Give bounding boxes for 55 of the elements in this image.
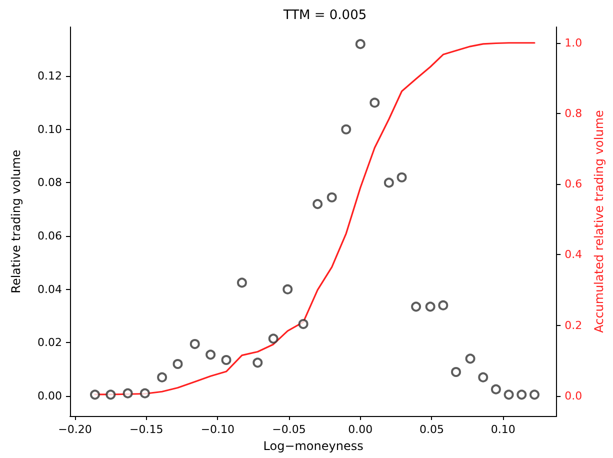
point: [384, 178, 394, 188]
point: [490, 384, 501, 394]
y2-tick-label: 0.8: [564, 106, 582, 120]
point: [236, 278, 247, 288]
x-tick-label: −0.20: [58, 423, 92, 436]
x-tick-label: −0.15: [129, 423, 164, 436]
point: [268, 334, 278, 344]
y2-tick-label: 1.0: [564, 36, 582, 50]
point: [206, 350, 216, 360]
x-axis-title: Log−moneyness: [263, 438, 364, 453]
point: [529, 390, 540, 400]
y-tick-label: 0.08: [38, 176, 62, 190]
point: [516, 390, 527, 400]
point: [396, 172, 407, 182]
point: [298, 319, 308, 330]
point: [157, 372, 168, 382]
point: [355, 39, 366, 50]
point: [122, 388, 133, 398]
point: [172, 359, 183, 370]
y-tick-label: 0.06: [38, 230, 62, 243]
y2-tick-label: 0.2: [564, 318, 582, 332]
x-tick-label: −0.10: [200, 423, 235, 436]
point: [252, 358, 263, 368]
y-tick-label: 0.10: [38, 122, 62, 136]
point: [425, 302, 436, 312]
point: [140, 388, 150, 398]
point: [190, 339, 200, 350]
y2-axis-title: Accumulated relative trading volume: [592, 110, 606, 333]
x-tick-label: −0.05: [272, 423, 306, 436]
y-tick-label: 0.12: [38, 70, 62, 83]
point: [478, 372, 488, 382]
point: [451, 367, 462, 378]
x-tick-label: 0.05: [419, 423, 444, 436]
y2-tick-label: 0.0: [564, 389, 582, 402]
point: [312, 199, 323, 210]
chart-title: TTM = 0.005: [282, 8, 367, 23]
point: [341, 124, 352, 134]
point: [465, 354, 476, 364]
point: [370, 98, 380, 108]
y-tick-label: 0.04: [38, 282, 62, 296]
point: [221, 355, 232, 366]
y2-tick-label: 0.6: [564, 178, 582, 191]
y-tick-label: 0.00: [38, 390, 62, 403]
point: [106, 390, 116, 400]
point: [411, 302, 422, 312]
point: [504, 390, 514, 400]
y2-tick-label: 0.4: [564, 248, 582, 262]
y-tick-label: 0.02: [38, 336, 62, 350]
point: [90, 390, 100, 400]
point: [282, 284, 293, 294]
point: [326, 192, 337, 202]
x-tick-label: 0.00: [348, 423, 373, 436]
point: [438, 300, 448, 310]
y-axis-title: Relative trading volume: [9, 150, 23, 294]
x-tick-label: 0.10: [490, 423, 516, 436]
